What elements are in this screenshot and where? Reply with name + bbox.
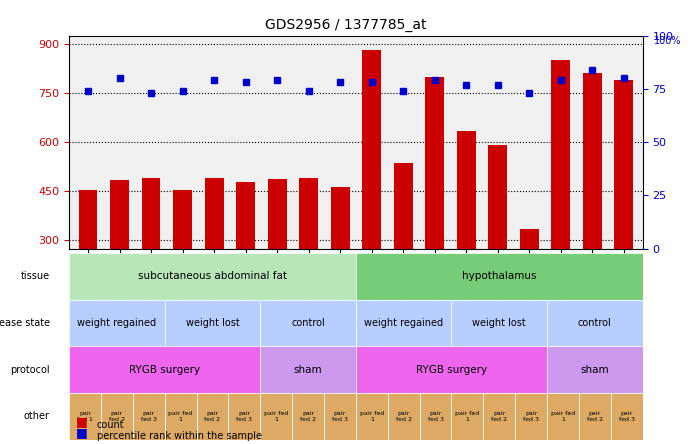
Text: percentile rank within the sample: percentile rank within the sample <box>97 431 262 441</box>
FancyBboxPatch shape <box>356 346 547 393</box>
Text: RYGB surgery: RYGB surgery <box>129 365 200 375</box>
Text: pair fed
1: pair fed 1 <box>360 411 384 422</box>
Text: pair
fed 3: pair fed 3 <box>332 411 348 422</box>
FancyBboxPatch shape <box>356 393 388 440</box>
Text: 100%: 100% <box>654 36 681 46</box>
Bar <box>583 73 602 339</box>
FancyBboxPatch shape <box>579 393 611 440</box>
Text: subcutaneous abdominal fat: subcutaneous abdominal fat <box>138 271 287 281</box>
Text: RYGB surgery: RYGB surgery <box>416 365 487 375</box>
FancyBboxPatch shape <box>69 393 101 440</box>
Bar <box>299 178 318 339</box>
Text: pair fed
1: pair fed 1 <box>551 411 575 422</box>
Text: other: other <box>24 411 50 421</box>
Text: sham: sham <box>580 365 609 375</box>
Text: protocol: protocol <box>10 365 50 375</box>
Bar <box>267 179 287 339</box>
Text: pair
fed 2: pair fed 2 <box>587 411 603 422</box>
Bar <box>79 190 97 339</box>
FancyBboxPatch shape <box>547 346 643 393</box>
FancyBboxPatch shape <box>101 393 133 440</box>
FancyBboxPatch shape <box>451 300 547 346</box>
Text: tissue: tissue <box>21 271 50 281</box>
Text: sham: sham <box>294 365 323 375</box>
FancyBboxPatch shape <box>164 300 261 346</box>
Bar <box>331 187 350 339</box>
FancyBboxPatch shape <box>164 393 196 440</box>
Bar <box>489 145 507 339</box>
Text: pair
fed 3: pair fed 3 <box>523 411 539 422</box>
FancyBboxPatch shape <box>196 393 229 440</box>
FancyBboxPatch shape <box>547 300 643 346</box>
Bar <box>236 182 255 339</box>
Text: weight lost: weight lost <box>473 318 526 328</box>
FancyBboxPatch shape <box>324 393 356 440</box>
FancyBboxPatch shape <box>515 393 547 440</box>
Text: pair
fed 3: pair fed 3 <box>618 411 635 422</box>
FancyBboxPatch shape <box>261 300 356 346</box>
Text: pair
fed 2: pair fed 2 <box>205 411 220 422</box>
FancyBboxPatch shape <box>133 393 164 440</box>
FancyBboxPatch shape <box>229 393 261 440</box>
Text: pair
fed 2: pair fed 2 <box>396 411 412 422</box>
Text: control: control <box>578 318 612 328</box>
Bar <box>205 178 223 339</box>
Bar <box>614 80 633 339</box>
Bar <box>110 180 129 339</box>
Text: pair
fed 3: pair fed 3 <box>141 411 157 422</box>
Text: pair
fed 2: pair fed 2 <box>300 411 316 422</box>
Text: pair
fed 2: pair fed 2 <box>109 411 125 422</box>
Text: ■: ■ <box>76 415 88 428</box>
FancyBboxPatch shape <box>69 253 356 300</box>
FancyBboxPatch shape <box>69 346 261 393</box>
FancyBboxPatch shape <box>261 393 292 440</box>
Text: control: control <box>291 318 325 328</box>
FancyBboxPatch shape <box>292 393 324 440</box>
Bar <box>520 229 539 339</box>
FancyBboxPatch shape <box>388 393 419 440</box>
Text: pair
fed 3: pair fed 3 <box>428 411 444 422</box>
Text: pair
fed 3: pair fed 3 <box>236 411 252 422</box>
Text: GDS2956 / 1377785_at: GDS2956 / 1377785_at <box>265 18 426 32</box>
Bar <box>394 163 413 339</box>
FancyBboxPatch shape <box>356 300 451 346</box>
Text: weight regained: weight regained <box>364 318 443 328</box>
Bar <box>142 178 160 339</box>
Bar <box>425 76 444 339</box>
Bar <box>551 60 570 339</box>
Bar <box>173 190 192 339</box>
Text: pair fed
1: pair fed 1 <box>455 411 480 422</box>
Text: pair fed
1: pair fed 1 <box>264 411 288 422</box>
Text: count: count <box>97 420 124 430</box>
FancyBboxPatch shape <box>356 253 643 300</box>
FancyBboxPatch shape <box>547 393 579 440</box>
FancyBboxPatch shape <box>451 393 483 440</box>
FancyBboxPatch shape <box>483 393 515 440</box>
Bar <box>362 50 381 339</box>
Text: pair
fed 1: pair fed 1 <box>77 411 93 422</box>
FancyBboxPatch shape <box>69 300 164 346</box>
Bar <box>457 131 475 339</box>
FancyBboxPatch shape <box>419 393 451 440</box>
FancyBboxPatch shape <box>611 393 643 440</box>
Text: pair fed
1: pair fed 1 <box>169 411 193 422</box>
Text: hypothalamus: hypothalamus <box>462 271 536 281</box>
Text: weight regained: weight regained <box>77 318 156 328</box>
FancyBboxPatch shape <box>261 346 356 393</box>
Text: ■: ■ <box>76 426 88 439</box>
Text: weight lost: weight lost <box>186 318 239 328</box>
Text: disease state: disease state <box>0 318 50 328</box>
Text: pair
fed 2: pair fed 2 <box>491 411 507 422</box>
